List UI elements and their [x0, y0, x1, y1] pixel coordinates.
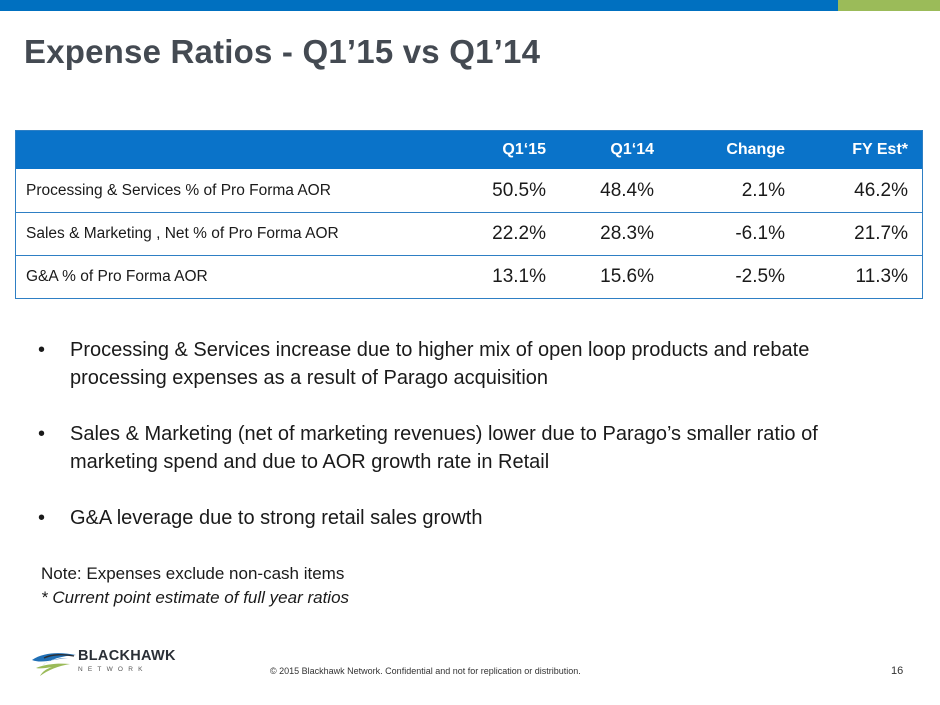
- estimate-footnote: * Current point estimate of full year ra…: [41, 588, 350, 607]
- header-cell-fy-est: FY Est*: [852, 141, 908, 158]
- table-row: G&A % of Pro Forma AOR 13.1% 15.6% -2.5% 11.…: [16, 255, 922, 298]
- row-label: Sales & Marketing , Net % of Pro Forma A…: [26, 225, 339, 242]
- bullet-dot-icon: •: [38, 507, 46, 529]
- table-cell: 46.2%: [854, 179, 908, 201]
- note-block: Note: Expenses exclude non-cash items * …: [41, 562, 349, 610]
- logo-subwordmark: NETWORK: [78, 666, 148, 673]
- header-cell-change: Change: [726, 141, 785, 158]
- table-cell: 21.7%: [854, 223, 908, 244]
- bullet-item: • Processing & Services increase due to h…: [38, 336, 908, 392]
- table-cell: -2.5%: [735, 266, 785, 287]
- table-cell: 48.4%: [600, 179, 654, 201]
- expense-ratio-table: Q1‘15 Q1‘14 Change FY Est* Processing & …: [15, 130, 923, 299]
- bullet-text: Processing & Services increase due to hi…: [70, 339, 810, 389]
- copyright-footer: © 2015 Blackhawk Network. Confidential a…: [270, 666, 581, 676]
- hawk-swoosh-icon: [32, 653, 76, 676]
- table-header-row: Q1‘15 Q1‘14 Change FY Est*: [16, 131, 922, 169]
- table-cell: 50.5%: [492, 179, 546, 201]
- bullet-dot-icon: •: [38, 423, 46, 445]
- table-cell: 13.1%: [492, 266, 546, 287]
- table-row: Processing & Services % of Pro Forma AOR…: [16, 169, 922, 212]
- bullet-item: • Sales & Marketing (net of marketing rev…: [38, 420, 908, 476]
- logo-wordmark: BLACKHAWK: [78, 648, 176, 664]
- bullet-item: • G&A leverage due to strong retail sales…: [38, 504, 908, 532]
- table-cell: 2.1%: [741, 179, 785, 201]
- header-cell-q1-14: Q1‘14: [610, 141, 654, 158]
- top-accent-bar-green: [838, 0, 940, 11]
- bullet-dot-icon: •: [38, 339, 46, 361]
- bullet-text: G&A leverage due to strong retail sales …: [70, 507, 483, 529]
- bullet-text: Sales & Marketing (net of marketing reve…: [70, 423, 818, 473]
- slide-title: Expense Ratios - Q1’15 vs Q1’14: [24, 33, 541, 70]
- table-row: Sales & Marketing , Net % of Pro Forma A…: [16, 212, 922, 255]
- note-line: Note: Expenses exclude non-cash items: [41, 564, 345, 583]
- page-number: 16: [891, 665, 904, 677]
- row-label: Processing & Services % of Pro Forma AOR: [26, 181, 331, 199]
- table-cell: 22.2%: [492, 223, 546, 244]
- table-cell: 15.6%: [600, 266, 654, 287]
- blackhawk-logo: BLACKHAWK NETWORK: [30, 646, 180, 686]
- row-label: G&A % of Pro Forma AOR: [26, 268, 208, 285]
- header-cell-q1-15: Q1‘15: [502, 141, 546, 158]
- top-accent-bar-blue: [0, 0, 838, 11]
- table-cell: -6.1%: [735, 223, 785, 244]
- table-cell: 28.3%: [600, 223, 654, 244]
- table-cell: 11.3%: [855, 266, 908, 287]
- bullet-list: • Processing & Services increase due to h…: [38, 336, 908, 560]
